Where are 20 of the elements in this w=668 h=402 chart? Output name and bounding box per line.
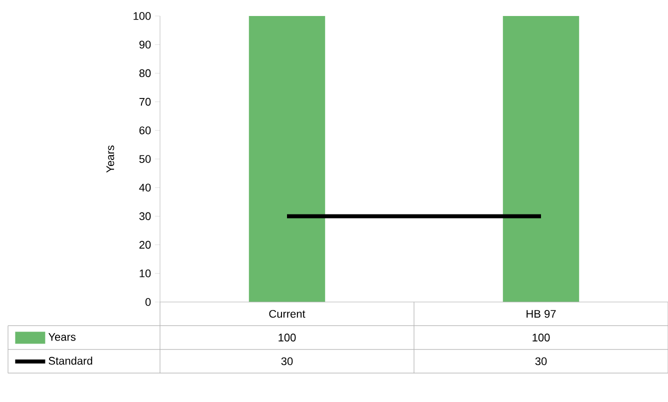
data-label: 100 xyxy=(532,334,550,342)
y-tick-label: 50 xyxy=(139,155,151,163)
legend-label: Standard xyxy=(48,356,92,365)
y-tick-label: 60 xyxy=(139,126,151,134)
y-tick-label: 40 xyxy=(139,184,151,192)
y-tick-label: 30 xyxy=(139,212,151,220)
legend-label: Years xyxy=(48,333,76,341)
y-tick-label: 90 xyxy=(139,40,151,48)
data-label: 100 xyxy=(278,334,296,342)
x-tick-label: Current xyxy=(269,310,306,318)
data-label: 30 xyxy=(281,357,293,366)
x-tick-label: HB 97 xyxy=(526,310,556,318)
y-tick-label: 10 xyxy=(140,270,151,278)
y-tick-label: 70 xyxy=(139,98,151,106)
y-tick-label: 100 xyxy=(134,12,151,20)
y-tick-label: 20 xyxy=(139,240,151,249)
y-axis-title: Years xyxy=(106,146,114,173)
y-tick-label: 80 xyxy=(139,69,151,78)
data-label: 30 xyxy=(535,357,547,366)
y-tick-label: 0 xyxy=(145,298,151,306)
